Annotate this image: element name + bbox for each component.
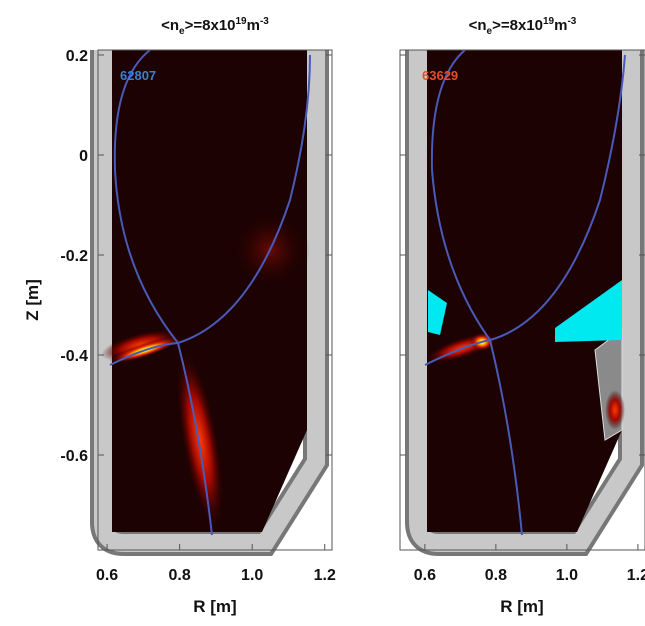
x-tick-label: 0.6: [414, 567, 436, 584]
x-tick-label: 1.2: [314, 567, 336, 584]
y-axis-label: Z [m]: [23, 279, 42, 321]
title-part: -3: [567, 16, 576, 27]
panel-image: [400, 49, 645, 556]
title-part: <n: [469, 17, 487, 34]
x-tick-label: 1.0: [241, 567, 263, 584]
x-axis-label: R [m]: [193, 597, 236, 616]
chart-title: <ne>=8x1019m-3: [469, 16, 577, 37]
title-part: <n: [161, 17, 179, 34]
x-tick-label: 1.2: [627, 567, 645, 584]
panel-image: [90, 49, 332, 556]
title-part: e: [179, 26, 185, 37]
title-part: >=8x10: [492, 17, 543, 34]
y-tick-label: -0.2: [60, 248, 88, 265]
x-tick-label: 1.0: [556, 567, 578, 584]
title-part: m: [554, 17, 567, 34]
title-part: 19: [543, 16, 555, 27]
y-tick-label: -0.4: [60, 348, 88, 365]
y-tick-label: 0.2: [66, 48, 88, 65]
x-tick-label: 0.8: [485, 567, 507, 584]
annotation: 62807: [120, 68, 156, 83]
title-part: >=8x10: [185, 17, 236, 34]
x-tick-label: 0.8: [169, 567, 191, 584]
x-axis-label: R [m]: [500, 597, 543, 616]
x-tick-label: 0.6: [96, 567, 118, 584]
title-part: 19: [236, 16, 248, 27]
y-tick-label: 0: [79, 148, 88, 165]
plot-frame: [97, 49, 333, 551]
y-tick-label: -0.6: [60, 448, 88, 465]
title-part: -3: [260, 16, 269, 27]
chart-title: <ne>=8x1019m-3: [161, 16, 269, 37]
plot-frame: [399, 49, 645, 551]
title-part: e: [487, 26, 493, 37]
annotation: 63629: [422, 68, 458, 83]
title-part: m: [247, 17, 260, 34]
